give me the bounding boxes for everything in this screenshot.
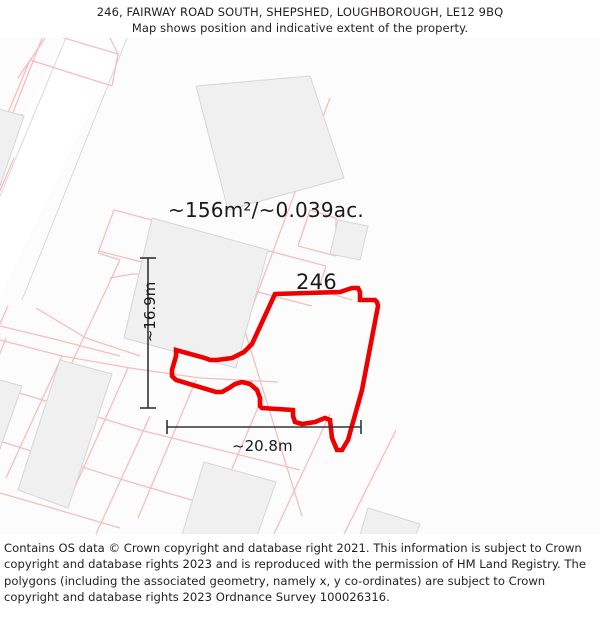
area-label: ~156m²/~0.039ac. bbox=[168, 198, 364, 222]
map-canvas[interactable]: ~156m²/~0.039ac. 246 ~20.8m ~16.9m bbox=[0, 38, 600, 534]
plot-number-label: 246 bbox=[296, 270, 337, 294]
page-title: 246, FAIRWAY ROAD SOUTH, SHEPSHED, LOUGH… bbox=[96, 5, 504, 19]
property-extent-polygon[interactable] bbox=[169, 285, 381, 453]
page-subtitle: Map shows position and indicative extent… bbox=[131, 21, 469, 35]
page-header: 246, FAIRWAY ROAD SOUTH, SHEPSHED, LOUGH… bbox=[0, 0, 600, 38]
building-footprints bbox=[0, 75, 421, 534]
dimension-lines bbox=[140, 257, 362, 434]
copyright-footer: Contains OS data © Crown copyright and d… bbox=[0, 534, 600, 625]
copyright-text: Contains OS data © Crown copyright and d… bbox=[4, 541, 586, 605]
dimension-width-label: ~20.8m bbox=[232, 437, 293, 455]
map-vector-layer bbox=[0, 38, 600, 534]
dimension-height-label: ~16.9m bbox=[141, 281, 159, 343]
